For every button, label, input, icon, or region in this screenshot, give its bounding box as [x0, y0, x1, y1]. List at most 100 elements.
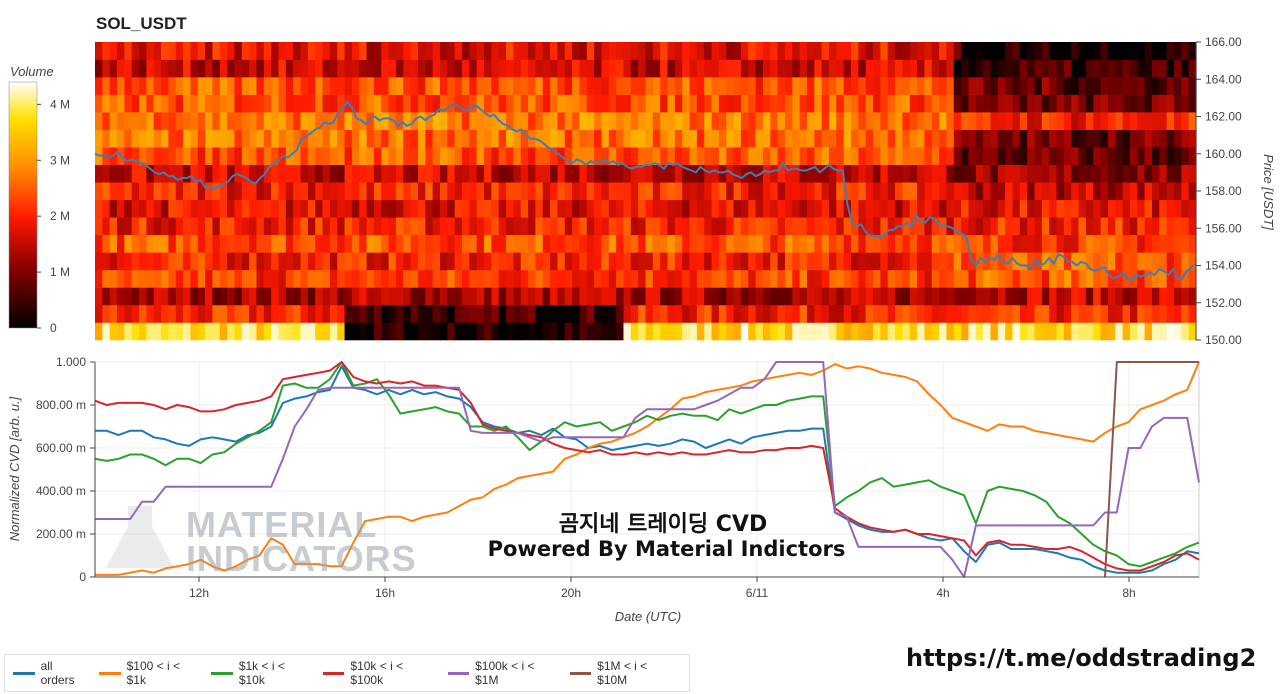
heatmap-cell	[939, 77, 948, 95]
legend-item[interactable]: $10k < i < $100k	[322, 659, 438, 687]
heatmap-cell	[1034, 59, 1043, 78]
heatmap-cell	[711, 182, 720, 201]
heatmap-cell	[652, 252, 661, 271]
heatmap-cell	[212, 147, 221, 166]
heatmap-cell	[674, 304, 683, 323]
heatmap-cell	[506, 77, 514, 95]
heatmap-cell	[168, 129, 177, 148]
heatmap-cell	[1049, 304, 1058, 323]
heatmap-cell	[704, 322, 713, 341]
heatmap-cell	[895, 129, 903, 148]
heatmap-cell	[454, 322, 463, 341]
heatmap-cell	[102, 252, 111, 271]
heatmap-cell	[117, 304, 125, 323]
heatmap-cell	[388, 287, 397, 306]
heatmap-cell	[484, 234, 492, 253]
heatmap-cell	[1034, 182, 1043, 201]
heatmap-cell	[968, 129, 977, 148]
heatmap-cell	[630, 42, 639, 60]
heatmap-cell	[388, 164, 397, 183]
legend-item[interactable]: $1M < i < $10M	[569, 659, 679, 687]
heatmap-cell	[616, 59, 625, 78]
heatmap-cell	[1049, 147, 1058, 166]
heatmap-cell	[388, 147, 397, 166]
heatmap-cell	[344, 252, 353, 271]
heatmap-cell	[476, 147, 485, 166]
heatmap-cell	[1093, 199, 1102, 218]
heatmap-cell	[388, 59, 397, 78]
heatmap-cell	[939, 182, 948, 201]
heatmap-cell	[917, 147, 926, 166]
heatmap-cell	[366, 269, 375, 288]
heatmap-cell	[1173, 182, 1182, 201]
heatmap-cell	[755, 77, 764, 95]
heatmap-cell	[161, 42, 169, 60]
heatmap-cell	[682, 234, 691, 253]
heatmap-cell	[329, 42, 338, 60]
heatmap-cell	[241, 42, 250, 60]
heatmap-cell	[271, 182, 280, 201]
heatmap-cell	[792, 59, 801, 78]
heatmap-cell	[131, 59, 140, 78]
heatmap-cell	[1137, 112, 1146, 130]
heatmap-cell	[205, 147, 214, 166]
heatmap-cell	[880, 112, 889, 130]
heatmap-cell	[902, 164, 911, 183]
heatmap-cell	[718, 164, 727, 183]
legend-swatch	[211, 671, 233, 675]
heatmap-cell	[1005, 112, 1014, 130]
heatmap-cell	[887, 59, 896, 78]
heatmap-cell	[777, 252, 786, 271]
heatmap-cell	[1166, 322, 1175, 341]
heatmap-cell	[278, 59, 287, 78]
cvd-series-line	[1104, 361, 1199, 578]
heatmap-cell	[689, 147, 698, 166]
legend-item[interactable]: $100k < i < $1M	[447, 659, 560, 687]
heatmap-cell	[146, 129, 155, 148]
heatmap-cell	[447, 217, 456, 236]
heatmap-cell	[447, 112, 456, 130]
heatmap-cell	[513, 217, 522, 236]
heatmap-cell	[520, 182, 529, 201]
heatmap-cell	[902, 94, 911, 113]
heatmap-cell	[506, 112, 514, 130]
legend-item[interactable]: $100 < i < $1k	[99, 659, 201, 687]
heatmap-cell	[601, 269, 610, 288]
heatmap-cell	[623, 217, 632, 236]
heatmap-cell	[564, 112, 573, 130]
heatmap-cell	[417, 164, 426, 183]
heatmap-cell	[1100, 217, 1109, 236]
heatmap-cell	[197, 217, 206, 236]
heatmap-cell	[564, 59, 573, 78]
legend-item[interactable]: all orders	[13, 659, 89, 687]
heatmap-cell	[315, 129, 324, 148]
heatmap-cell	[550, 164, 559, 183]
telegram-link[interactable]: https://t.me/oddstrading2	[906, 644, 1257, 672]
heatmap-cell	[410, 77, 419, 95]
heatmap-cell	[425, 147, 434, 166]
heatmap-cell	[373, 252, 382, 271]
heatmap-cell	[498, 182, 507, 201]
heatmap-cell	[645, 287, 654, 306]
heatmap-cell	[417, 147, 426, 166]
heatmap-cell	[1129, 199, 1138, 218]
heatmap-cell	[263, 112, 272, 130]
heatmap-cell	[359, 59, 368, 78]
heatmap-cell	[241, 234, 250, 253]
heatmap-cell	[498, 164, 507, 183]
heatmap-cell	[388, 234, 397, 253]
heatmap-cell	[799, 42, 808, 60]
heatmap-cell	[1034, 322, 1043, 341]
heatmap-cell	[491, 322, 500, 341]
heatmap-cell	[469, 129, 478, 148]
overlay-subtitle: Powered By Material Indictors	[487, 537, 846, 561]
heatmap-cell	[462, 199, 470, 218]
heatmap-cell	[139, 217, 147, 236]
heatmap-cell	[205, 94, 214, 113]
heatmap-cell	[168, 287, 177, 306]
heatmap-cell	[968, 287, 977, 306]
legend-item[interactable]: $1k < i < $10k	[211, 659, 313, 687]
heatmap-cell	[740, 77, 749, 95]
heatmap-cell	[887, 217, 896, 236]
heatmap-cell	[432, 77, 441, 95]
